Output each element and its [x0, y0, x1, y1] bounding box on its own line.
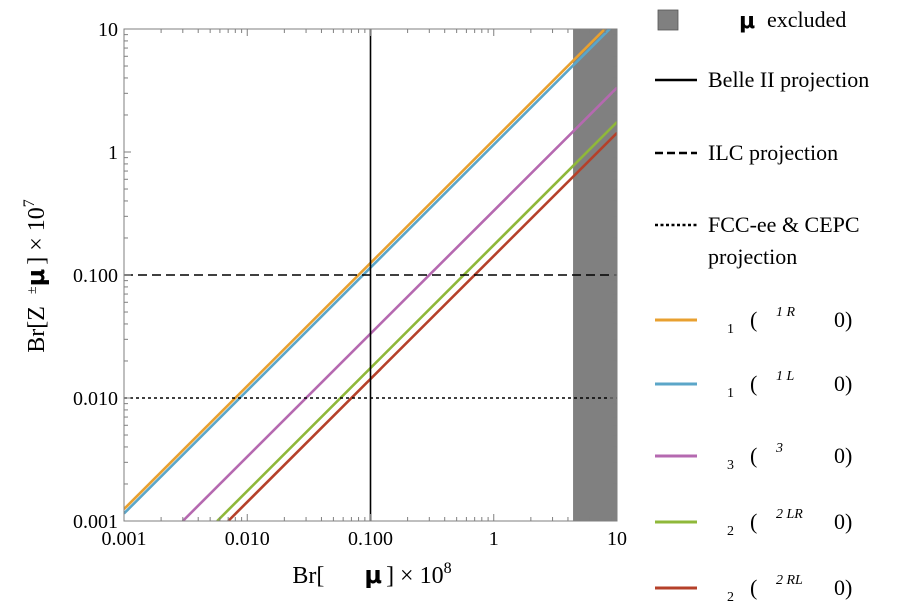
legend-superscript: 2 LR — [776, 507, 803, 522]
y-tick-label: 1 — [108, 142, 118, 164]
x-axis-label-exponent: 8 — [444, 560, 452, 577]
axis-ticks: 0.001 0.010 0.100 1 10 0.001 0.010 0.100 1 10 — [73, 19, 627, 550]
y-tick-label: 0.001 — [73, 511, 118, 533]
x-tick-label: 0.100 — [348, 528, 393, 550]
legend-subscript: 1 — [727, 386, 734, 401]
legend-subscript: 2 — [727, 590, 734, 601]
legend-item-9: 2 (2 RL 0) — [655, 573, 852, 601]
legend-item-7: 3 (3 0) — [655, 441, 852, 473]
legend-item-6: 1 (1 L 0) — [655, 369, 852, 401]
x-axis-label-suffix: ] × 10 — [386, 563, 444, 589]
legend-close: 0) — [834, 509, 852, 534]
y-tick-label: 0.010 — [73, 388, 118, 410]
legend-superscript: 1 R — [776, 305, 796, 320]
y-axis-label: Br[Z ±μ ] × 107 — [21, 199, 50, 353]
series-line-4 — [216, 121, 617, 521]
legend-label: FCC-ee & CEPC — [708, 212, 860, 237]
legend-close: 0) — [834, 371, 852, 396]
legend-item-1: μ excluded — [657, 7, 846, 34]
legend-swatch-box — [657, 9, 679, 31]
legend-close: 0) — [834, 443, 852, 468]
series-line-1 — [124, 29, 607, 511]
legend-open-paren: ( — [750, 509, 757, 534]
legend-open-paren: ( — [750, 371, 757, 396]
x-tick-label: 0.010 — [225, 528, 270, 550]
legend-superscript: 3 — [775, 441, 783, 456]
legend-item-2: Belle II projection — [655, 67, 869, 92]
series-line-2 — [124, 29, 612, 515]
y-axis-label-exponent: 7 — [21, 199, 38, 207]
plot-area — [124, 29, 617, 521]
legend-label: ILC projection — [708, 140, 838, 165]
y-axis-label-pm: ± — [25, 286, 40, 294]
legend-label: projection — [708, 244, 797, 269]
series-line-3 — [181, 86, 617, 521]
legend-subscript: 3 — [727, 458, 734, 473]
legend: μ excluded Belle II projection ILC projecti… — [655, 7, 869, 601]
series-line-5 — [227, 131, 617, 521]
y-tick-label: 10 — [98, 19, 118, 41]
legend-open-paren: ( — [750, 307, 757, 332]
y-axis-label-prefix: Br[Z — [24, 306, 50, 353]
legend-item-4: FCC-ee & CEPC projection — [655, 212, 860, 269]
legend-mu: μ — [739, 9, 755, 34]
x-axis-label-mu: μ — [364, 561, 382, 589]
legend-item-5: 1 (1 R 0) — [655, 305, 852, 337]
legend-open-paren: ( — [750, 575, 757, 600]
x-tick-label: 1 — [489, 528, 499, 550]
legend-close: 0) — [834, 575, 852, 600]
legend-item-3: ILC projection — [655, 140, 838, 165]
legend-item-8: 2 (2 LR 0) — [655, 507, 852, 539]
y-axis-label-mu: μ — [22, 269, 50, 287]
x-tick-label: 10 — [607, 528, 627, 550]
y-tick-label: 0.100 — [73, 265, 118, 287]
legend-superscript: 1 L — [776, 369, 795, 384]
legend-label: excluded — [767, 7, 846, 32]
x-tick-label: 0.001 — [102, 528, 147, 550]
legend-close: 0) — [834, 307, 852, 332]
y-axis-label-suffix: ] × 10 — [24, 207, 50, 265]
legend-superscript: 2 RL — [776, 573, 803, 588]
legend-subscript: 1 — [727, 322, 734, 337]
legend-subscript: 2 — [727, 524, 734, 539]
x-axis-label-prefix: Br[ — [292, 563, 324, 589]
x-axis-label: Br[ μ] × 108 — [292, 560, 451, 589]
legend-label: Belle II projection — [708, 67, 869, 92]
legend-open-paren: ( — [750, 443, 757, 468]
